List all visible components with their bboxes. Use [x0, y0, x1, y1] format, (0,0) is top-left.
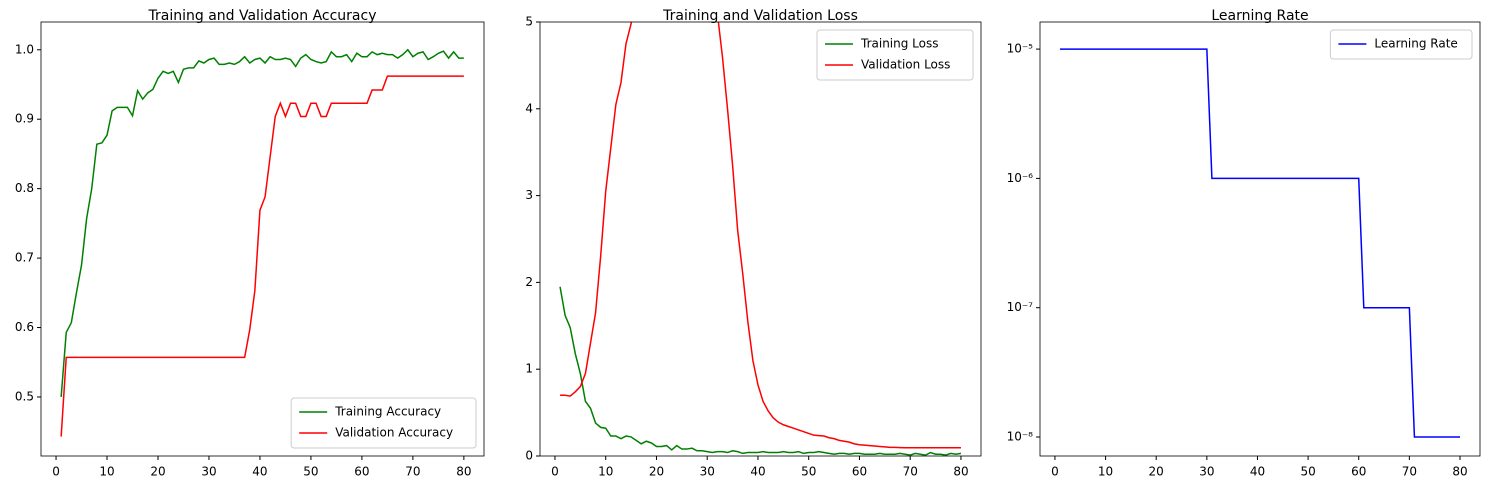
x-tick-label: 10 — [1098, 465, 1113, 479]
subplot-title: Learning Rate — [1211, 8, 1308, 24]
y-tick-label: 0.7 — [15, 251, 34, 265]
x-tick-label: 50 — [1300, 465, 1315, 479]
x-tick-label: 70 — [903, 465, 918, 479]
subplot: Training and Validation Accuracy 0 10 20 30 4… — [15, 8, 485, 479]
x-tick-label: 60 — [354, 465, 369, 479]
x-tick-label: 50 — [801, 465, 816, 479]
legend-label: Learning Rate — [1374, 37, 1457, 51]
x-tick-label: 70 — [1402, 465, 1417, 479]
x-tick-label: 20 — [649, 465, 664, 479]
y-tick-label: 10⁻⁸ — [1007, 430, 1034, 444]
legend-label: Validation Loss — [861, 58, 950, 72]
series-line — [60, 75, 464, 437]
subplot-title: Training and Validation Loss — [662, 8, 858, 24]
legend-box — [816, 29, 974, 81]
y-tick-label: 1.0 — [15, 42, 34, 56]
x-tick-label: 80 — [1452, 465, 1467, 479]
axes-frame — [1039, 21, 1481, 457]
y-tick-label: 10⁻⁶ — [1007, 171, 1034, 185]
axes-frame — [539, 21, 982, 457]
legend-label: Training Accuracy — [334, 405, 441, 419]
y-tick-label: 2 — [525, 275, 533, 289]
x-tick-label: 30 — [201, 465, 216, 479]
legend-label: Validation Accuracy — [335, 426, 453, 440]
x-tick-label: 20 — [1149, 465, 1164, 479]
y-tick-label: 4 — [525, 101, 533, 115]
x-tick-label: 30 — [700, 465, 715, 479]
y-tick-label: 0.5 — [15, 389, 34, 403]
series-line — [560, 22, 961, 449]
legend-box — [290, 397, 477, 449]
legend: Learning Rate — [1329, 29, 1473, 60]
legend: Training Accuracy Validation Accuracy — [290, 397, 477, 449]
x-tick-label: 10 — [598, 465, 613, 479]
axes-frame — [40, 21, 485, 457]
y-tick-label: 0.6 — [15, 320, 34, 334]
y-tick-label: 0 — [525, 449, 533, 463]
x-tick-label: 60 — [852, 465, 867, 479]
legend: Training Loss Validation Loss — [816, 29, 974, 81]
y-tick-label: 3 — [525, 188, 533, 202]
series-line — [60, 48, 464, 398]
x-tick-label: 30 — [1199, 465, 1214, 479]
subplot: Learning Rate 0 10 20 30 40 50 60 70 80 10⁻⁸ 10⁻⁷ 10… — [1007, 8, 1481, 479]
x-tick-label: 40 — [1250, 465, 1265, 479]
legend-box — [1329, 29, 1473, 60]
series-line — [1060, 48, 1460, 438]
x-tick-label: 80 — [953, 465, 968, 479]
x-tick-label: 40 — [252, 465, 267, 479]
y-tick-label: 0.9 — [15, 112, 34, 126]
x-tick-label: 50 — [303, 465, 318, 479]
legend-label: Training Loss — [860, 37, 938, 51]
x-tick-label: 10 — [99, 465, 114, 479]
y-tick-label: 10⁻⁷ — [1007, 300, 1034, 314]
subplot-title: Training and Validation Accuracy — [148, 8, 377, 24]
x-tick-label: 80 — [456, 465, 471, 479]
x-tick-label: 60 — [1351, 465, 1366, 479]
x-tick-label: 20 — [150, 465, 165, 479]
x-tick-label: 0 — [52, 465, 60, 479]
y-tick-label: 10⁻⁵ — [1007, 42, 1034, 56]
series-line — [559, 286, 962, 456]
x-tick-label: 0 — [551, 465, 559, 479]
y-tick-label: 1 — [525, 362, 533, 376]
x-tick-label: 70 — [405, 465, 420, 479]
x-tick-label: 0 — [1051, 465, 1059, 479]
y-tick-label: 0.8 — [15, 181, 34, 195]
x-tick-label: 40 — [750, 465, 765, 479]
y-tick-label: 5 — [525, 15, 533, 29]
